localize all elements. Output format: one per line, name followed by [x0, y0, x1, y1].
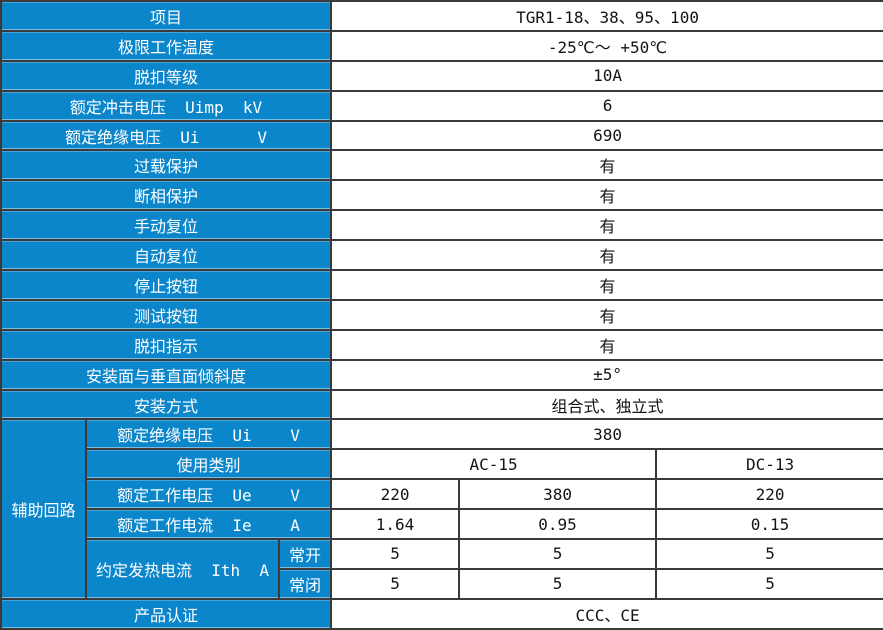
aux-value-category-ac15: AC-15 — [330, 448, 658, 481]
aux-label-rated-voltage: 额定工作电压 Ue V — [84, 478, 333, 511]
row-value-test-button: 有 — [330, 298, 883, 331]
row-value-auto-reset: 有 — [330, 239, 883, 272]
aux-label-thermal-current: 约定发热电流 Ith A — [85, 538, 280, 600]
aux-value-no-3: 5 — [655, 538, 883, 570]
table-row: 额定工作电压 Ue V 220 380 220 — [1, 478, 883, 511]
row-label-test-button: 测试按钮 — [0, 298, 333, 331]
row-label-trip-indication: 脱扣指示 — [0, 328, 333, 361]
table-row: 常闭 5 5 5 — [1, 567, 883, 600]
aux-value-voltage-2: 380 — [458, 478, 658, 511]
table-row: 极限工作温度 -25℃～ +50℃ — [0, 29, 883, 62]
table-row: 安装方式 组合式、独立式 — [0, 388, 883, 421]
table-row: 额定冲击电压 Uimp kV 6 — [0, 89, 883, 122]
row-label-auto-reset: 自动复位 — [0, 239, 333, 272]
row-label-certification: 产品认证 — [0, 597, 333, 630]
table-row: 使用类别 AC-15 DC-13 — [1, 448, 883, 481]
row-label-manual-reset: 手动复位 — [0, 209, 333, 242]
aux-value-nc-2: 5 — [458, 567, 658, 600]
aux-value-voltage-3: 220 — [655, 478, 883, 511]
aux-value-no-1: 5 — [330, 538, 461, 570]
row-value-temperature: -25℃～ +50℃ — [330, 29, 883, 62]
aux-value-current-1: 1.64 — [330, 508, 461, 541]
table-row: 安装面与垂直面倾斜度 ±5° — [0, 358, 883, 391]
aux-value-insulation-voltage: 380 — [330, 418, 883, 451]
table-row: 测试按钮 有 — [0, 298, 883, 331]
aux-value-no-2: 5 — [458, 538, 658, 570]
table-row: 额定绝缘电压 Ui V 690 — [0, 119, 883, 152]
aux-value-category-dc13: DC-13 — [655, 448, 883, 481]
aux-value-nc-3: 5 — [655, 567, 883, 600]
aux-circuit-group-label: 辅助回路 — [0, 418, 87, 600]
table-row: 脱扣等级 10A — [0, 59, 883, 92]
row-value-mounting-inclination: ±5° — [330, 358, 883, 391]
table-row: 额定工作电流 Ie A 1.64 0.95 0.15 — [1, 508, 883, 541]
aux-value-current-2: 0.95 — [458, 508, 658, 541]
row-label-insulation-voltage: 额定绝缘电压 Ui V — [0, 119, 333, 152]
row-value-overload-protection: 有 — [330, 149, 883, 182]
aux-label-normally-closed: 常闭 — [277, 567, 333, 600]
row-value-stop-button: 有 — [330, 269, 883, 301]
aux-value-current-3: 0.15 — [655, 508, 883, 541]
table-row: 自动复位 有 — [0, 239, 883, 272]
table-row: 产品认证 CCC、CE — [0, 597, 883, 630]
aux-label-rated-current: 额定工作电流 Ie A — [84, 508, 333, 541]
row-label-phase-failure-protection: 断相保护 — [0, 179, 333, 212]
table-row: 停止按钮 有 — [0, 269, 883, 301]
row-value-project: TGR1-18、38、95、100 — [330, 0, 883, 32]
row-label-mounting-inclination: 安装面与垂直面倾斜度 — [0, 358, 333, 391]
row-value-impulse-voltage: 6 — [330, 89, 883, 122]
row-value-insulation-voltage: 690 — [330, 119, 883, 152]
aux-label-normally-open: 常开 — [277, 538, 333, 570]
row-label-trip-class: 脱扣等级 — [0, 59, 333, 92]
table-row: 断相保护 有 — [0, 179, 883, 212]
row-value-trip-indication: 有 — [330, 328, 883, 361]
row-label-temperature: 极限工作温度 — [0, 29, 333, 62]
table-row: 项目 TGR1-18、38、95、100 — [0, 0, 883, 32]
row-value-manual-reset: 有 — [330, 209, 883, 242]
row-label-mounting-type: 安装方式 — [0, 388, 333, 421]
aux-value-nc-1: 5 — [330, 567, 461, 600]
aux-label-utilization-category: 使用类别 — [84, 448, 333, 481]
row-value-phase-failure-protection: 有 — [330, 179, 883, 212]
aux-value-voltage-1: 220 — [330, 478, 461, 511]
row-label-overload-protection: 过载保护 — [0, 149, 333, 182]
row-value-certification: CCC、CE — [330, 597, 883, 630]
table-row: 手动复位 有 — [0, 209, 883, 242]
table-row: 约定发热电流 Ith A 常开 5 5 5 — [1, 538, 883, 600]
row-label-project: 项目 — [0, 0, 333, 32]
row-label-impulse-voltage: 额定冲击电压 Uimp kV — [0, 89, 333, 122]
aux-label-insulation-voltage: 额定绝缘电压 Ui V — [84, 418, 333, 451]
row-value-mounting-type: 组合式、独立式 — [330, 388, 883, 421]
table-row: 辅助回路 额定绝缘电压 Ui V 380 — [0, 418, 883, 600]
table-row: 脱扣指示 有 — [0, 328, 883, 361]
row-label-stop-button: 停止按钮 — [0, 269, 333, 301]
table-row: 过载保护 有 — [0, 149, 883, 182]
row-value-trip-class: 10A — [330, 59, 883, 92]
